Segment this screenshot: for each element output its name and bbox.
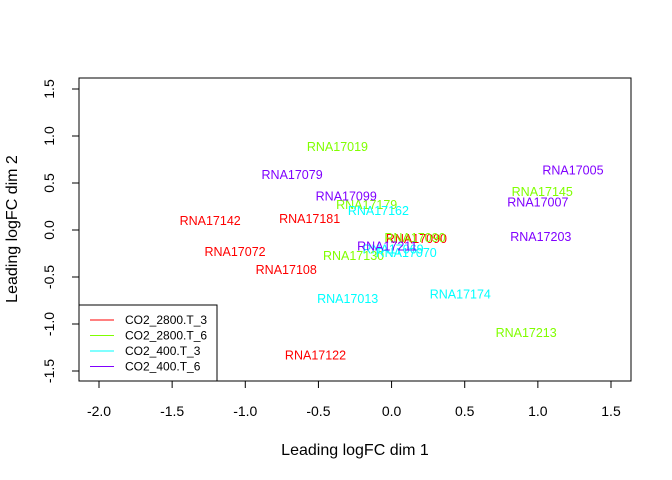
x-tick-label: -2.0 [87,403,111,419]
legend-entry: CO2_2800.T_3 [125,313,207,327]
y-tick-label: 0.0 [41,220,57,240]
point-label: RNA17213 [496,326,557,340]
x-tick-label: 0.5 [455,403,475,419]
point-label: RNA17099 [316,190,377,204]
x-tick-label: -0.5 [306,403,330,419]
legend-box [78,304,218,382]
point-label: RNA17179 [336,198,397,212]
point-labels: RNA17142 RNA17181 RNA17072 RNA17108 RNA17122… [180,140,604,363]
point-label: RNA17070 [376,246,437,260]
y-axis: -1.5 -1.0 -0.5 0.0 0.5 1.0 1.5 [41,79,80,383]
x-tick-label: 0.0 [382,403,402,419]
point-label: RNA17090 [386,232,447,246]
point-label: RNA17211 [357,239,417,253]
y-tick-label: 0.5 [41,173,57,193]
point-label: RNA17007 [507,195,568,209]
point-label: RNA17090 [384,231,445,245]
point-label: RNA17108 [256,263,317,277]
point-label: RNA17174 [430,287,491,301]
legend-entry: CO2_400.T_3 [125,344,201,358]
x-axis: -2.0 -1.5 -1.0 -0.5 0.0 0.5 1.0 1.5 [87,380,621,419]
point-label: RNA17122 [285,349,346,363]
legend-entry: CO2_2800.T_6 [125,329,207,343]
point-label: RNA17181 [279,212,340,226]
point-label: RNA17019 [307,140,368,154]
legend-entry: CO2_400.T_6 [125,360,201,374]
y-tick-label: -1.5 [41,359,57,383]
x-tick-label: -1.0 [233,403,257,419]
x-axis-title: Leading logFC dim 1 [281,442,429,459]
point-label: RNA17072 [204,245,265,259]
point-label: RNA17145 [512,185,573,199]
point-label: RNA17079 [262,168,323,182]
point-label: RNA17162 [348,204,409,218]
x-tick-label: 1.0 [528,403,548,419]
point-label: RNA17013 [317,292,378,306]
point-label: RNA17142 [180,214,241,228]
point-label: RNA17005 [542,163,603,177]
point-label: RNA17203 [510,230,571,244]
y-tick-label: 1.5 [41,79,57,99]
y-axis-title: Leading logFC dim 2 [4,155,21,303]
y-tick-label: -1.0 [41,312,57,336]
x-tick-label: -1.5 [160,403,184,419]
y-tick-label: 1.0 [41,126,57,146]
x-tick-label: 1.5 [601,403,621,419]
point-label: RNA17069 [362,242,423,256]
y-tick-label: -0.5 [41,265,57,289]
point-label: RNA17130 [323,249,384,263]
